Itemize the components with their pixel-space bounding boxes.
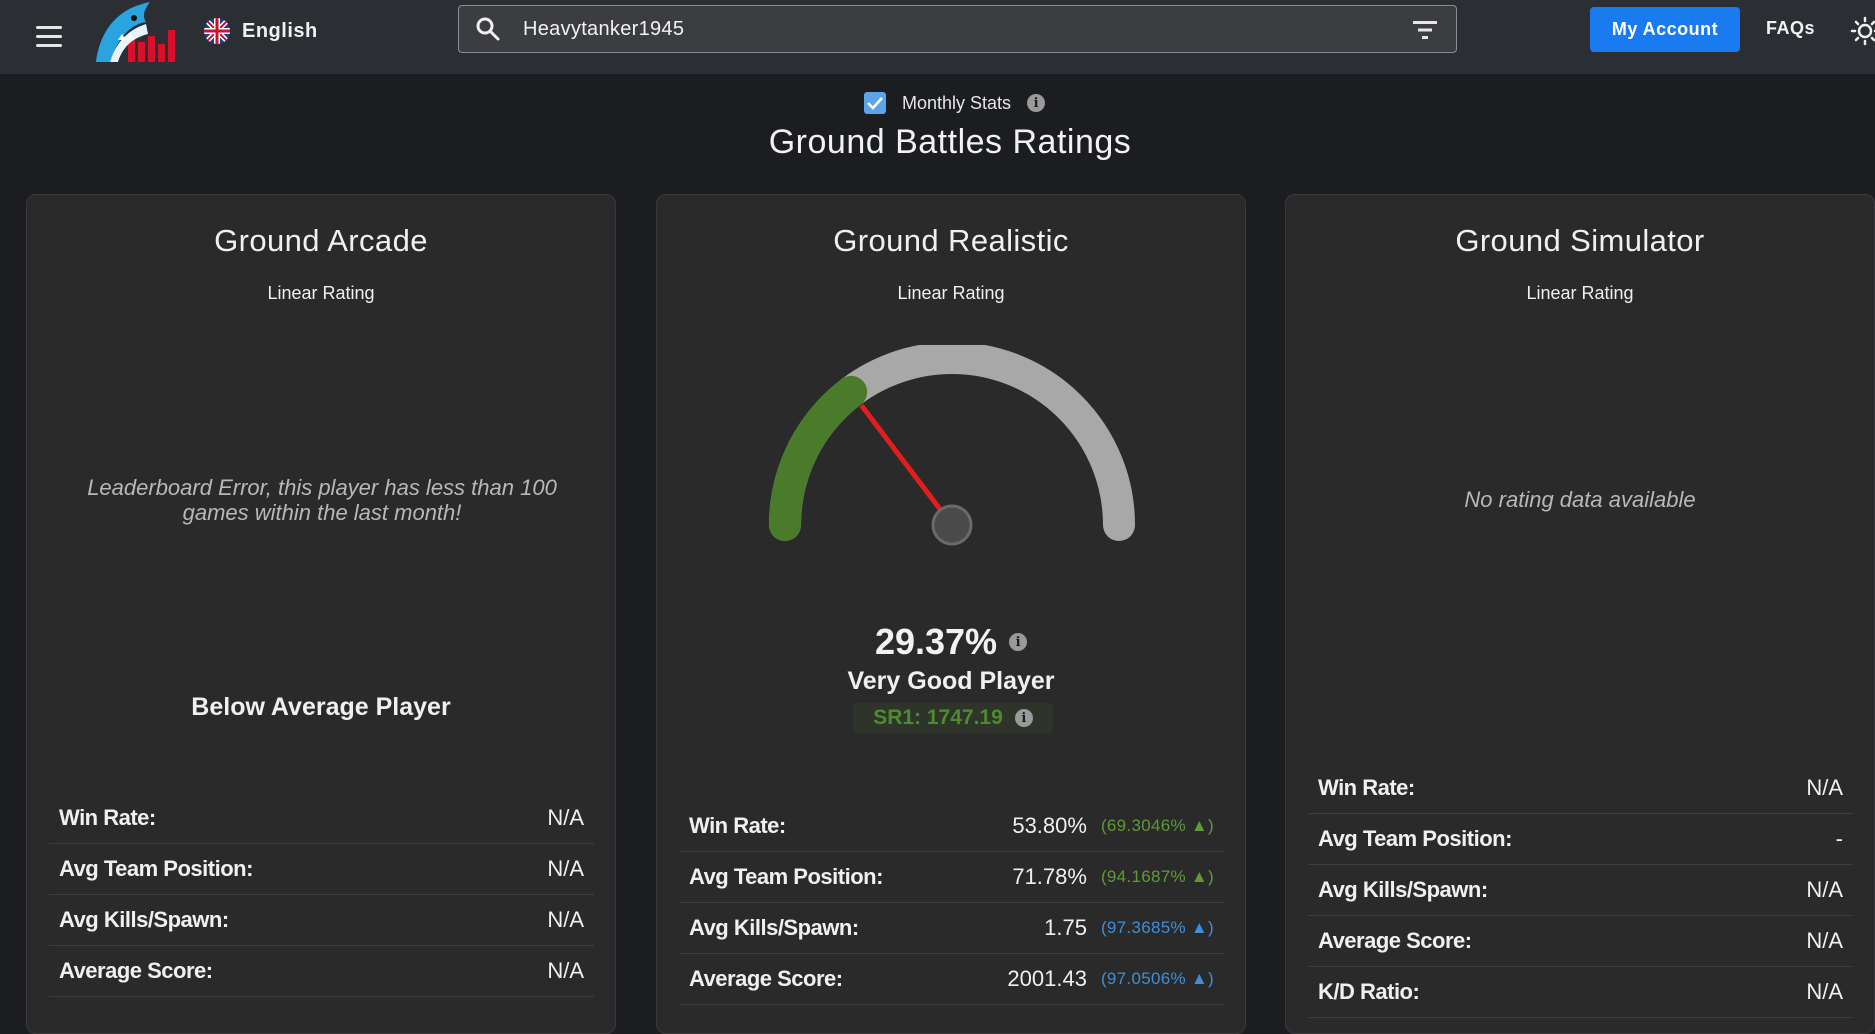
rating-percent-row: 29.37% i [657,621,1245,663]
stat-label: Average Score: [689,966,843,991]
stat-row: K/D Ratio: N/A [1308,967,1853,1018]
player-level: Below Average Player [191,693,451,721]
language-selector[interactable]: English [204,14,318,48]
search-input[interactable]: Heavytanker1945 [523,18,685,40]
stats-table: Win Rate: 53.80% (69.3046% ▲) Avg Team Pos… [679,801,1224,1005]
rating-gauge [769,345,1135,546]
stat-value: N/A [547,958,584,983]
stat-value: 71.78% (94.1687% ▲) [1012,864,1214,890]
card-title: Ground Arcade [214,223,428,258]
sun-theme-icon[interactable] [1850,16,1875,46]
stat-row: Avg Team Position: N/A [49,844,594,895]
stat-value: N/A [547,805,584,830]
sr1-value: SR1: 1747.19 [873,706,1003,729]
stat-value: 53.80% (69.3046% ▲) [1012,813,1214,839]
monthly-stats-checkbox[interactable] [864,92,886,114]
hamburger-menu-icon[interactable] [36,18,64,54]
card-subtitle: Linear Rating [1526,283,1634,303]
info-icon[interactable]: i [1014,709,1033,727]
my-account-button[interactable]: My Account [1590,7,1740,52]
ground-realistic-card: Ground Realistic Linear Rating 29.37% i … [656,194,1246,1034]
checkmark-icon [867,97,883,110]
ground-simulator-card: Ground Simulator Linear Rating No rating… [1285,194,1875,1034]
stat-label: Average Score: [59,958,213,983]
stat-label: Avg Kills/Spawn: [689,915,859,940]
stat-row: Win Rate: N/A [49,793,594,844]
stats-table: Win Rate: N/A Avg Team Position: N/A Avg K… [49,793,594,997]
card-title: Ground Realistic [833,223,1069,258]
stat-row: Average Score: N/A [1308,916,1853,967]
stat-value: 2001.43 (97.0506% ▲) [1007,966,1214,992]
stat-value: N/A [1806,877,1843,902]
percentile-delta: (69.3046% ▲) [1100,816,1214,835]
stat-label: Avg Team Position: [689,864,883,889]
stat-row: Average Score: 2001.43 (97.0506% ▲) [679,954,1224,1005]
stat-row: Win Rate: N/A [1308,763,1853,814]
language-label: English [242,19,318,42]
stat-row: Win Rate: 53.80% (69.3046% ▲) [679,801,1224,852]
uk-flag-icon [204,18,230,44]
info-icon[interactable]: i [1027,94,1046,112]
stat-row: Avg Team Position: - [1308,814,1853,865]
card-title: Ground Simulator [1455,223,1705,258]
no-data-message: No rating data available [1464,487,1696,512]
stat-label: Avg Team Position: [1318,826,1512,851]
percentile-delta: (97.0506% ▲) [1100,969,1214,988]
stat-label: Avg Kills/Spawn: [59,907,229,932]
stat-label: Win Rate: [1318,775,1415,800]
stat-label: Average Score: [1318,928,1472,953]
stat-number: 53.80% [1012,813,1087,838]
leaderboard-error-message: Leaderboard Error, this player has less … [87,475,557,525]
rating-percent: 29.37% [874,621,998,662]
stats-table: Win Rate: N/A Avg Team Position: - Avg Kil… [1308,763,1853,1018]
stat-value: N/A [547,856,584,881]
card-subtitle: Linear Rating [897,283,1005,303]
info-icon[interactable]: i [1009,633,1028,651]
stat-number: 1.75 [1044,915,1087,940]
player-search[interactable]: Heavytanker1945 [458,5,1457,53]
stat-row: Avg Kills/Spawn: N/A [49,895,594,946]
filter-icon[interactable] [1412,18,1438,42]
ground-arcade-card: Ground Arcade Linear Rating Leaderboard … [26,194,616,1034]
sr1-badge: SR1: 1747.19 i [853,703,1053,733]
stat-row: Avg Team Position: 71.78% (94.1687% ▲) [679,852,1224,903]
stat-label: K/D Ratio: [1318,979,1420,1004]
stat-value: N/A [1806,979,1843,1004]
player-level: Very Good Player [847,667,1055,695]
top-bar: English Heavytanker1945 My Account FAQs [0,0,1875,74]
stat-value: 1.75 (97.3685% ▲) [1044,915,1214,941]
gauge-needle [859,403,954,527]
card-subtitle: Linear Rating [267,283,375,303]
stat-row: Average Score: N/A [49,946,594,997]
search-icon [476,17,500,41]
stat-value: - [1835,826,1843,851]
stat-number: 2001.43 [1007,966,1087,991]
stat-label: Win Rate: [689,813,786,838]
shark-logo-icon[interactable] [88,0,184,66]
percentile-delta: (97.3685% ▲) [1100,918,1214,937]
stat-value: N/A [547,907,584,932]
stat-row: Avg Kills/Spawn: 1.75 (97.3685% ▲) [679,903,1224,954]
faqs-link[interactable]: FAQs [1766,18,1816,38]
stat-value: N/A [1806,928,1843,953]
page-title: Ground Battles Ratings [768,123,1132,161]
stat-row: Avg Kills/Spawn: N/A [1308,865,1853,916]
stat-value: N/A [1806,775,1843,800]
gauge-fill [769,375,868,541]
gauge-hub [931,504,973,546]
stat-label: Win Rate: [59,805,156,830]
stat-label: Avg Team Position: [59,856,253,881]
percentile-delta: (94.1687% ▲) [1100,867,1214,886]
monthly-stats-label: Monthly Stats [902,92,1012,113]
gauge-track [769,345,1135,541]
stat-number: 71.78% [1012,864,1087,889]
stat-label: Avg Kills/Spawn: [1318,877,1488,902]
monthly-stats-toggle[interactable]: Monthly Stats i [864,92,1046,114]
